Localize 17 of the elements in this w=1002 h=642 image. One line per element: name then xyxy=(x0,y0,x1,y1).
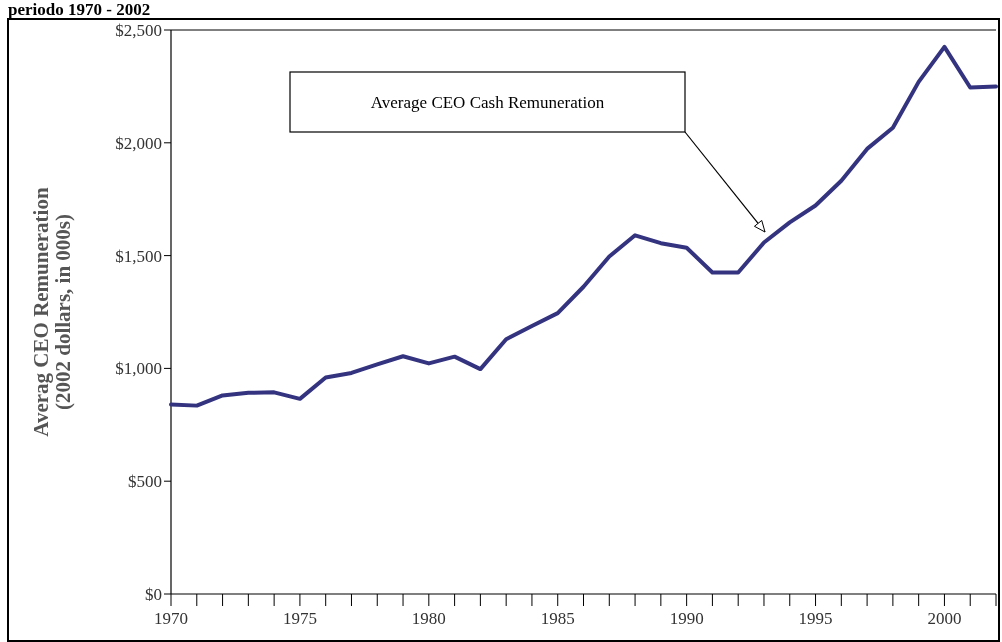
y-tick-label: $0 xyxy=(145,584,162,604)
y-axis-title: Averag CEO Remuneration (2002 dollars, in 000s) xyxy=(29,187,75,437)
y-tick-label: $1,500 xyxy=(115,246,162,266)
line-series xyxy=(169,44,998,408)
x-tick-label: 1975 xyxy=(282,609,317,628)
x-tick-label: 1995 xyxy=(798,609,833,628)
chart-title: periodo 1970 - 2002 xyxy=(8,0,151,19)
y-tick-label: $2,000 xyxy=(115,133,162,153)
y-tick-label: $2,500 xyxy=(115,20,162,40)
y-tick-label: $500 xyxy=(128,472,162,492)
x-tick-label: 2000 xyxy=(927,609,962,628)
y-tick-label: $1,000 xyxy=(115,359,162,379)
x-tick-label: 1980 xyxy=(411,609,446,628)
x-tick-label: 1970 xyxy=(154,609,188,628)
annotation: Average CEO Cash Remuneration xyxy=(370,92,605,112)
x-tick-label: 1985 xyxy=(540,609,575,628)
x-tick-label: 1990 xyxy=(669,609,704,628)
